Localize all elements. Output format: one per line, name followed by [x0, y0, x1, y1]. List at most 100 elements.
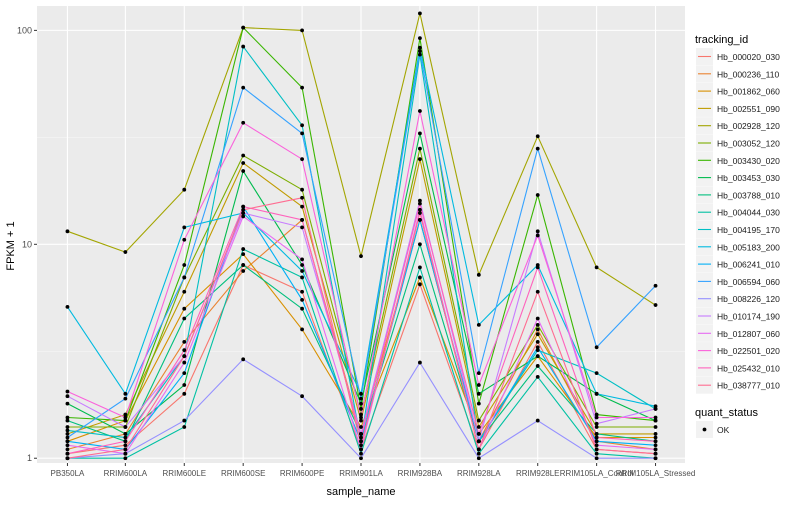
data-point — [300, 195, 304, 200]
data-point — [182, 360, 187, 365]
data-point — [594, 435, 599, 440]
data-point — [359, 425, 363, 429]
data-point — [594, 345, 599, 350]
data-point — [300, 225, 304, 230]
data-point — [359, 396, 363, 401]
data-point — [359, 254, 363, 259]
data-point — [300, 269, 304, 273]
y-tick-label: 100 — [17, 25, 32, 35]
legend-title: tracking_id — [695, 34, 748, 46]
data-point — [594, 425, 599, 429]
data-point — [65, 229, 70, 234]
data-point — [476, 431, 481, 436]
data-point — [300, 289, 304, 294]
data-point — [300, 157, 304, 162]
data-point — [182, 289, 187, 294]
data-point — [241, 214, 246, 219]
legend-item-label: Hb_003052_120 — [717, 139, 780, 149]
legend-item-label: Hb_006594_060 — [717, 277, 780, 287]
data-point — [535, 339, 540, 344]
data-point — [594, 421, 599, 426]
legend-item-label: Hb_003788_010 — [717, 190, 780, 200]
data-point — [182, 339, 187, 344]
data-point — [65, 439, 70, 444]
data-point — [241, 25, 246, 30]
data-point — [418, 201, 422, 206]
data-point — [594, 431, 599, 436]
data-point — [182, 348, 187, 353]
data-point — [65, 456, 70, 461]
data-point — [65, 401, 70, 406]
data-point — [65, 447, 70, 452]
data-point — [65, 435, 70, 440]
data-point — [535, 229, 540, 234]
data-point — [359, 456, 363, 461]
x-tick-label: RRIM928LE — [516, 469, 560, 478]
data-point — [123, 447, 128, 452]
x-tick-label: RRIM600PE — [280, 469, 324, 478]
data-point — [653, 425, 658, 429]
data-point — [182, 237, 187, 242]
data-point — [182, 275, 187, 280]
data-point — [476, 272, 481, 277]
legend-item-label: Hb_004195_170 — [717, 225, 780, 235]
data-point — [476, 456, 481, 461]
data-point — [418, 52, 422, 57]
data-point — [123, 250, 128, 254]
data-point — [241, 211, 246, 215]
data-point — [535, 364, 540, 368]
data-point — [535, 265, 540, 270]
legend-items: Hb_000020_030 Hb_000236_110 Hb_001862_060 H… — [696, 48, 780, 394]
data-point — [535, 233, 540, 238]
data-point — [300, 28, 304, 33]
data-point — [653, 283, 658, 288]
data-point — [418, 265, 422, 270]
data-point — [418, 45, 422, 50]
data-point — [418, 146, 422, 151]
data-point — [359, 443, 363, 448]
data-point — [594, 456, 599, 461]
legend-item-label: Hb_008226_120 — [717, 294, 780, 304]
data-point — [65, 304, 70, 309]
data-point — [182, 391, 187, 396]
data-point — [182, 306, 187, 311]
data-point — [65, 451, 70, 456]
data-point — [123, 415, 128, 420]
data-point — [359, 451, 363, 456]
legend-item-label: Hb_012807_060 — [717, 329, 780, 339]
data-point — [65, 389, 70, 394]
data-point — [123, 412, 128, 417]
data-point — [418, 157, 422, 162]
x-axis: PB350LA RRIM600LA RRIM600LE RRIM600SE RRIM60… — [51, 463, 695, 478]
x-axis-label: sample_name — [326, 486, 395, 498]
data-point — [123, 418, 128, 423]
data-point — [476, 383, 481, 387]
data-point — [594, 412, 599, 417]
data-point — [653, 456, 658, 461]
data-point — [418, 198, 422, 203]
data-point — [241, 120, 246, 125]
data-point — [123, 396, 128, 401]
data-point — [300, 306, 304, 311]
data-point — [182, 263, 187, 267]
data-point — [65, 415, 70, 420]
y-axis-label: FPKM + 1 — [5, 221, 17, 270]
data-point — [594, 265, 599, 270]
x-tick-label: RRIM600SE — [221, 469, 265, 478]
data-point — [182, 187, 187, 192]
data-point — [418, 282, 422, 287]
data-point — [418, 131, 422, 136]
data-point — [535, 134, 540, 139]
data-point — [123, 435, 128, 440]
data-point — [535, 193, 540, 197]
data-point — [300, 218, 304, 222]
data-point — [241, 204, 246, 209]
data-point — [359, 435, 363, 440]
data-point — [300, 297, 304, 302]
data-point — [300, 204, 304, 209]
legend-item-label: Hb_001862_060 — [717, 87, 780, 97]
data-point — [418, 211, 422, 215]
data-point — [65, 425, 70, 429]
data-point — [300, 275, 304, 280]
data-point — [594, 391, 599, 396]
